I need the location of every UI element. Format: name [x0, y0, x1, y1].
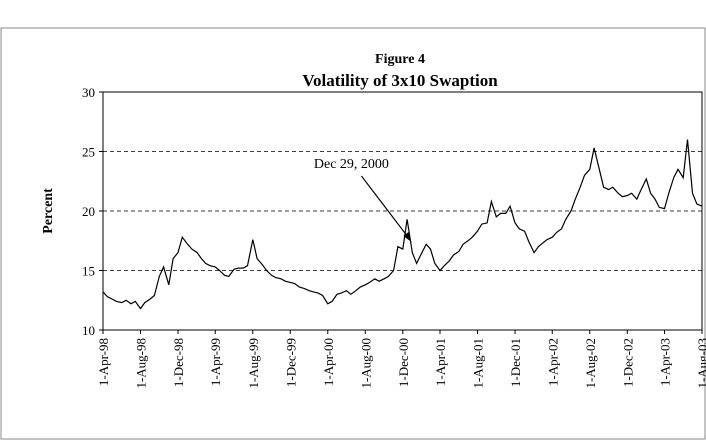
annotation-text: Dec 29, 2000 [314, 157, 389, 172]
chart-title: Figure 4 [375, 52, 425, 67]
x-tick-label: 1-Dec-00 [396, 338, 411, 387]
x-tick-label: 1-Dec-02 [620, 338, 635, 387]
x-tick-label: 1-Aug-01 [471, 338, 486, 389]
y-tick-label: 30 [82, 85, 95, 100]
x-tick-label: 1-Aug-00 [358, 338, 373, 389]
chart-frame [0, 27, 706, 440]
x-tick-label: 1-Apr-00 [321, 338, 336, 386]
annotation-arrowhead [403, 231, 412, 242]
line-series [102, 139, 703, 310]
x-tick-label: 1-Dec-99 [283, 338, 298, 387]
y-axis-label: Percent [41, 188, 56, 234]
x-tick-label: 1-Aug-02 [583, 338, 598, 389]
x-tick-label: 1-Dec-98 [171, 338, 186, 387]
x-tick-label: 1-Aug-03 [695, 338, 706, 389]
y-tick-label: 25 [82, 145, 95, 160]
y-tick-label: 10 [82, 323, 95, 338]
y-tick-label: 20 [82, 204, 95, 219]
x-tick-label: 1-Apr-01 [433, 338, 448, 386]
annotation-arrow [360, 175, 410, 240]
x-tick-label: 1-Apr-98 [96, 338, 111, 386]
x-tick-label: 1-Aug-99 [246, 338, 261, 389]
x-tick-label: 1-Aug-98 [134, 338, 149, 389]
y-tick-label: 15 [82, 264, 95, 279]
x-tick-label: 1-Apr-02 [545, 338, 560, 386]
x-tick-label: 1-Apr-99 [208, 338, 223, 386]
chart-subtitle: Volatility of 3x10 Swaption [302, 71, 498, 90]
x-tick-label: 1-Dec-01 [508, 338, 523, 387]
x-tick-label: 1-Apr-03 [657, 338, 672, 386]
